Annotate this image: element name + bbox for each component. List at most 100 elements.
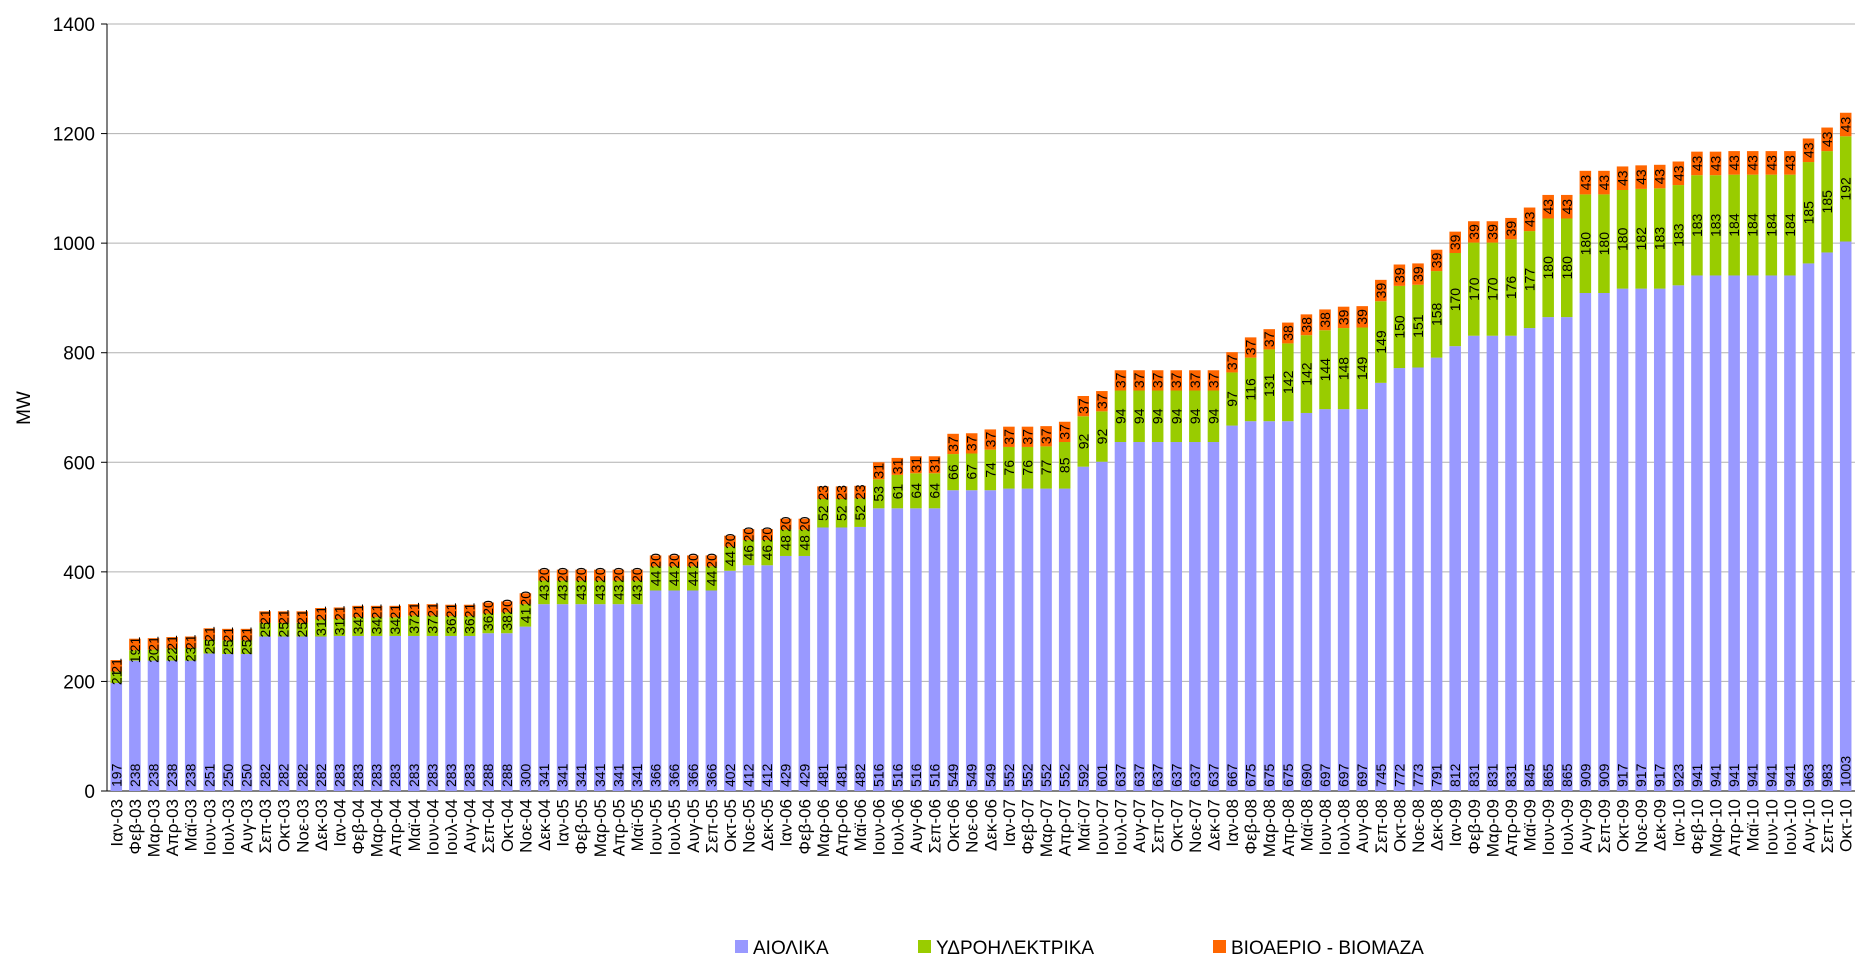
data-label: 25 xyxy=(276,622,292,638)
data-label: 20 xyxy=(536,567,552,583)
bar-segment xyxy=(687,555,699,567)
bar-segment xyxy=(445,616,457,636)
bar-segment xyxy=(984,429,997,450)
data-label: 41 xyxy=(517,607,533,623)
bar-segment xyxy=(482,633,494,791)
data-label: 38 xyxy=(1280,325,1296,341)
data-label: 697 xyxy=(1317,763,1333,787)
data-label: 282 xyxy=(294,763,310,787)
x-tick-label: Ιουλ-10 xyxy=(1781,799,1800,856)
bar-segment xyxy=(1226,352,1238,373)
bar-segment xyxy=(1468,221,1480,243)
data-label: 251 xyxy=(201,763,217,787)
data-label: 31 xyxy=(871,463,887,479)
bar-segment xyxy=(928,508,941,791)
bar-segment xyxy=(1003,446,1015,489)
bar-segment xyxy=(742,529,755,541)
bar-segment xyxy=(1412,284,1424,368)
data-label: 170 xyxy=(1484,277,1500,301)
bar-segment xyxy=(891,457,904,475)
bar-segment xyxy=(1244,357,1257,422)
data-label: 283 xyxy=(443,763,459,787)
data-label: 772 xyxy=(1391,763,1407,787)
data-label: 34 xyxy=(369,619,385,635)
bar-segment xyxy=(1765,174,1778,276)
bar-segment xyxy=(872,508,885,791)
x-tick-label: Οκτ-03 xyxy=(275,799,294,852)
x-tick-label: Ιουλ-06 xyxy=(888,799,907,856)
data-label: 39 xyxy=(1373,283,1389,299)
data-label: 283 xyxy=(369,763,385,787)
x-tick-label: Νοε-06 xyxy=(963,799,982,853)
data-label: 21 xyxy=(424,602,440,618)
bar-segment xyxy=(1282,421,1294,791)
data-label: 192 xyxy=(1838,177,1854,201)
data-label: 184 xyxy=(1745,213,1761,237)
data-label: 37 xyxy=(964,435,980,451)
data-label: 412 xyxy=(741,763,757,787)
bar-segment xyxy=(1579,170,1592,195)
data-label: 43 xyxy=(1633,169,1649,185)
bar-segment xyxy=(1802,263,1815,791)
data-label: 43 xyxy=(536,584,552,600)
data-label: 250 xyxy=(220,763,236,787)
bar-segment xyxy=(501,612,513,634)
x-tick-label: Μαϊ-05 xyxy=(628,799,647,851)
legend-swatch xyxy=(735,940,748,953)
bar-segment xyxy=(1709,151,1722,176)
x-tick-label: Απρ-09 xyxy=(1502,799,1521,856)
data-label: 341 xyxy=(592,763,608,787)
bar-segment xyxy=(761,540,773,566)
x-tick-label: Μαρ-09 xyxy=(1483,799,1502,857)
data-label: 675 xyxy=(1280,763,1296,787)
bar-segment xyxy=(1765,275,1778,791)
data-label: 283 xyxy=(424,763,440,787)
x-tick-label: Νοε-05 xyxy=(740,799,759,853)
data-label: 21 xyxy=(276,609,292,625)
data-label: 21 xyxy=(387,604,403,620)
bar-segment xyxy=(1263,329,1275,350)
bar-segment xyxy=(817,486,829,499)
bar-segment xyxy=(222,654,234,791)
data-label: 43 xyxy=(1838,117,1854,133)
data-label: 516 xyxy=(908,763,924,787)
bar-segment xyxy=(184,648,197,661)
bar-segment xyxy=(1244,337,1257,358)
data-label: 21 xyxy=(108,658,124,674)
bar-segment xyxy=(1542,194,1554,219)
x-tick-label: Αυγ-10 xyxy=(1800,799,1819,853)
bar-segment xyxy=(1170,370,1183,391)
bar-segment xyxy=(166,660,178,791)
bar-segment xyxy=(426,615,439,636)
x-tick-label: Μαρ-04 xyxy=(368,799,387,857)
data-label: 21 xyxy=(127,636,143,652)
y-tick-label: 400 xyxy=(63,563,95,584)
data-label: 366 xyxy=(648,763,664,787)
bar-segment xyxy=(1616,190,1629,289)
y-tick-label: 1400 xyxy=(53,15,95,36)
data-label: 516 xyxy=(889,763,905,787)
data-label: 831 xyxy=(1466,763,1482,787)
bar-segment xyxy=(1784,174,1796,276)
x-tick-label: Φεβ-09 xyxy=(1465,799,1484,855)
data-label: 37 xyxy=(1112,372,1128,388)
bar-segment xyxy=(1430,357,1443,791)
data-label: 20 xyxy=(573,567,589,583)
bar-segment xyxy=(1282,343,1294,422)
bar-segment xyxy=(631,580,643,605)
bar-segment xyxy=(575,604,587,791)
data-label: 366 xyxy=(685,763,701,787)
bar-segment xyxy=(1839,241,1852,792)
bar-segment xyxy=(519,626,532,791)
x-tick-label: Αυγ-08 xyxy=(1353,799,1372,853)
data-label: 37 xyxy=(1224,354,1240,370)
data-label: 92 xyxy=(1075,433,1091,449)
bar-segment xyxy=(817,498,829,528)
bar-segment xyxy=(519,593,532,605)
data-label: 94 xyxy=(1131,408,1147,424)
data-label: 38 xyxy=(1317,312,1333,328)
bar-segment xyxy=(1561,218,1573,318)
bar-segment xyxy=(687,566,699,591)
x-tick-label: Σεπ-05 xyxy=(702,799,721,853)
